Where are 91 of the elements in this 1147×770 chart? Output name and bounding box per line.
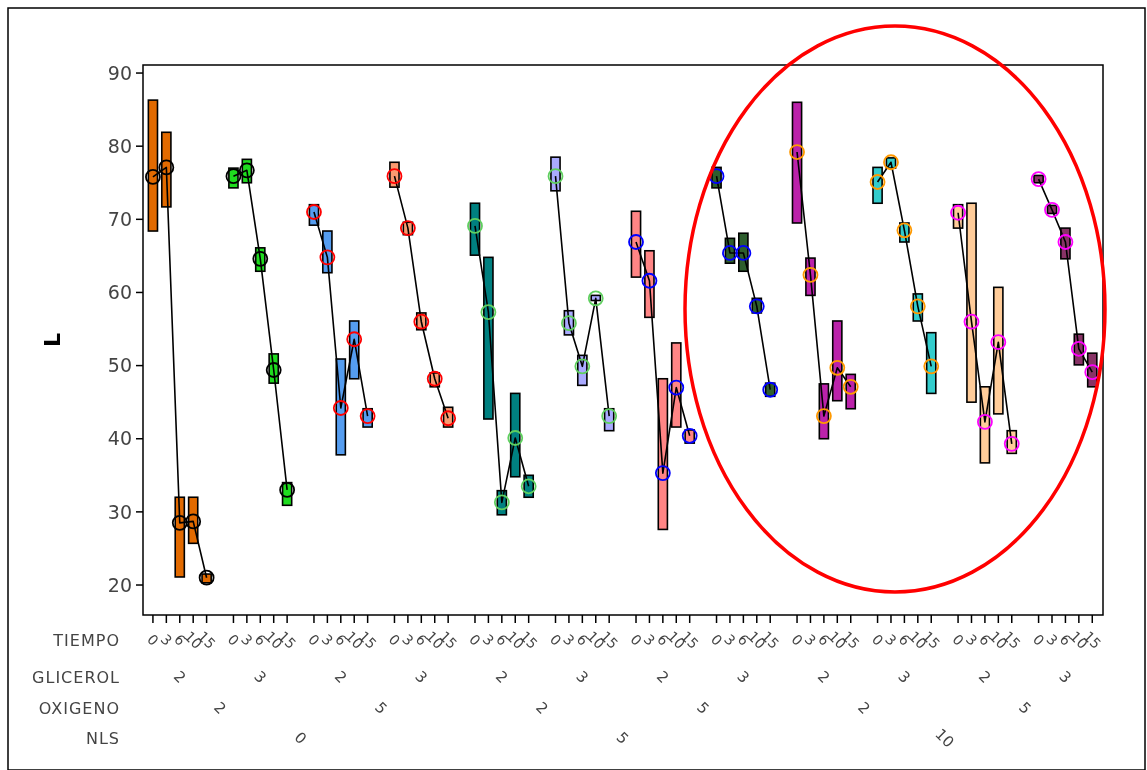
- y-tick-label: 30: [107, 500, 132, 523]
- bar: [966, 202, 977, 403]
- point: [896, 222, 913, 239]
- point: [641, 272, 658, 289]
- y-tick-label: 70: [107, 207, 132, 230]
- point: [252, 250, 269, 267]
- text: 0: [290, 728, 311, 748]
- point: [977, 414, 993, 430]
- point: [359, 408, 376, 424]
- y-tick-label: 80: [107, 134, 132, 157]
- point: [319, 249, 336, 266]
- point: [815, 408, 832, 424]
- text: 5: [693, 698, 713, 718]
- point: [238, 162, 255, 179]
- point: [145, 169, 161, 185]
- text: 5: [371, 698, 391, 718]
- point: [480, 304, 497, 321]
- text: 3: [1055, 667, 1075, 687]
- point: [1003, 435, 1020, 452]
- point: [829, 359, 846, 376]
- text: OXIGENO: [38, 698, 120, 718]
- y-axis-title: L: [40, 332, 65, 348]
- x-tick-label: 3: [399, 631, 417, 649]
- point: [507, 430, 524, 446]
- point: [735, 245, 752, 261]
- y-tick-label: 90: [107, 61, 132, 84]
- point: [493, 494, 510, 511]
- text: 2: [210, 698, 230, 718]
- point: [601, 408, 618, 424]
- point: [789, 144, 805, 160]
- point: [842, 378, 859, 395]
- point: [346, 331, 363, 348]
- point: [306, 204, 322, 220]
- point: [950, 204, 966, 221]
- text: 10: [931, 725, 958, 752]
- text: 2: [854, 698, 874, 718]
- text: GLICEROL: [32, 667, 120, 687]
- bar: [831, 320, 843, 402]
- text: 3: [572, 667, 592, 687]
- point: [225, 168, 242, 185]
- text: 3: [250, 667, 270, 687]
- text: 3: [894, 667, 914, 687]
- text: 2: [169, 667, 190, 687]
- point: [923, 358, 940, 375]
- text: 2: [330, 667, 351, 687]
- text: 5: [612, 728, 633, 748]
- point: [628, 234, 644, 250]
- text: 2: [813, 667, 834, 687]
- point: [802, 267, 819, 283]
- text: NLS: [85, 728, 120, 748]
- point: [574, 358, 591, 375]
- point: [1057, 234, 1074, 250]
- point: [265, 362, 282, 378]
- x-tick-label: 3: [560, 631, 578, 649]
- point: [185, 513, 202, 530]
- y-tick-label: 50: [107, 354, 132, 377]
- point: [722, 245, 738, 261]
- point: [869, 174, 886, 190]
- text: 2: [975, 667, 995, 687]
- point: [279, 482, 296, 498]
- point: [158, 159, 175, 176]
- text: 3: [733, 667, 753, 687]
- point: [668, 379, 685, 396]
- x-tick-label: 3: [721, 631, 739, 649]
- y-tick-label: 60: [107, 281, 132, 304]
- point: [990, 334, 1007, 351]
- x-tick-label: 3: [1043, 631, 1061, 649]
- point: [909, 298, 926, 315]
- text: TIEMPO: [52, 630, 120, 650]
- point: [520, 478, 537, 495]
- point: [963, 313, 980, 330]
- point: [547, 168, 564, 185]
- point: [198, 569, 215, 586]
- point: [654, 465, 671, 482]
- text: 2: [532, 698, 552, 718]
- x-tick-label: 3: [882, 631, 900, 649]
- x-tick-label: 3: [238, 631, 256, 649]
- point: [440, 410, 457, 427]
- text: 2: [491, 667, 512, 687]
- text: 5: [1015, 698, 1035, 718]
- y-tick-label: 20: [107, 573, 132, 596]
- point: [467, 218, 483, 234]
- point: [561, 315, 577, 332]
- text: 2: [652, 667, 673, 687]
- y-tick-label: 40: [107, 427, 132, 450]
- text: 3: [411, 667, 431, 687]
- point: [386, 168, 403, 185]
- point: [1070, 340, 1087, 357]
- point: [587, 290, 604, 307]
- point: [171, 514, 188, 531]
- point: [332, 400, 349, 416]
